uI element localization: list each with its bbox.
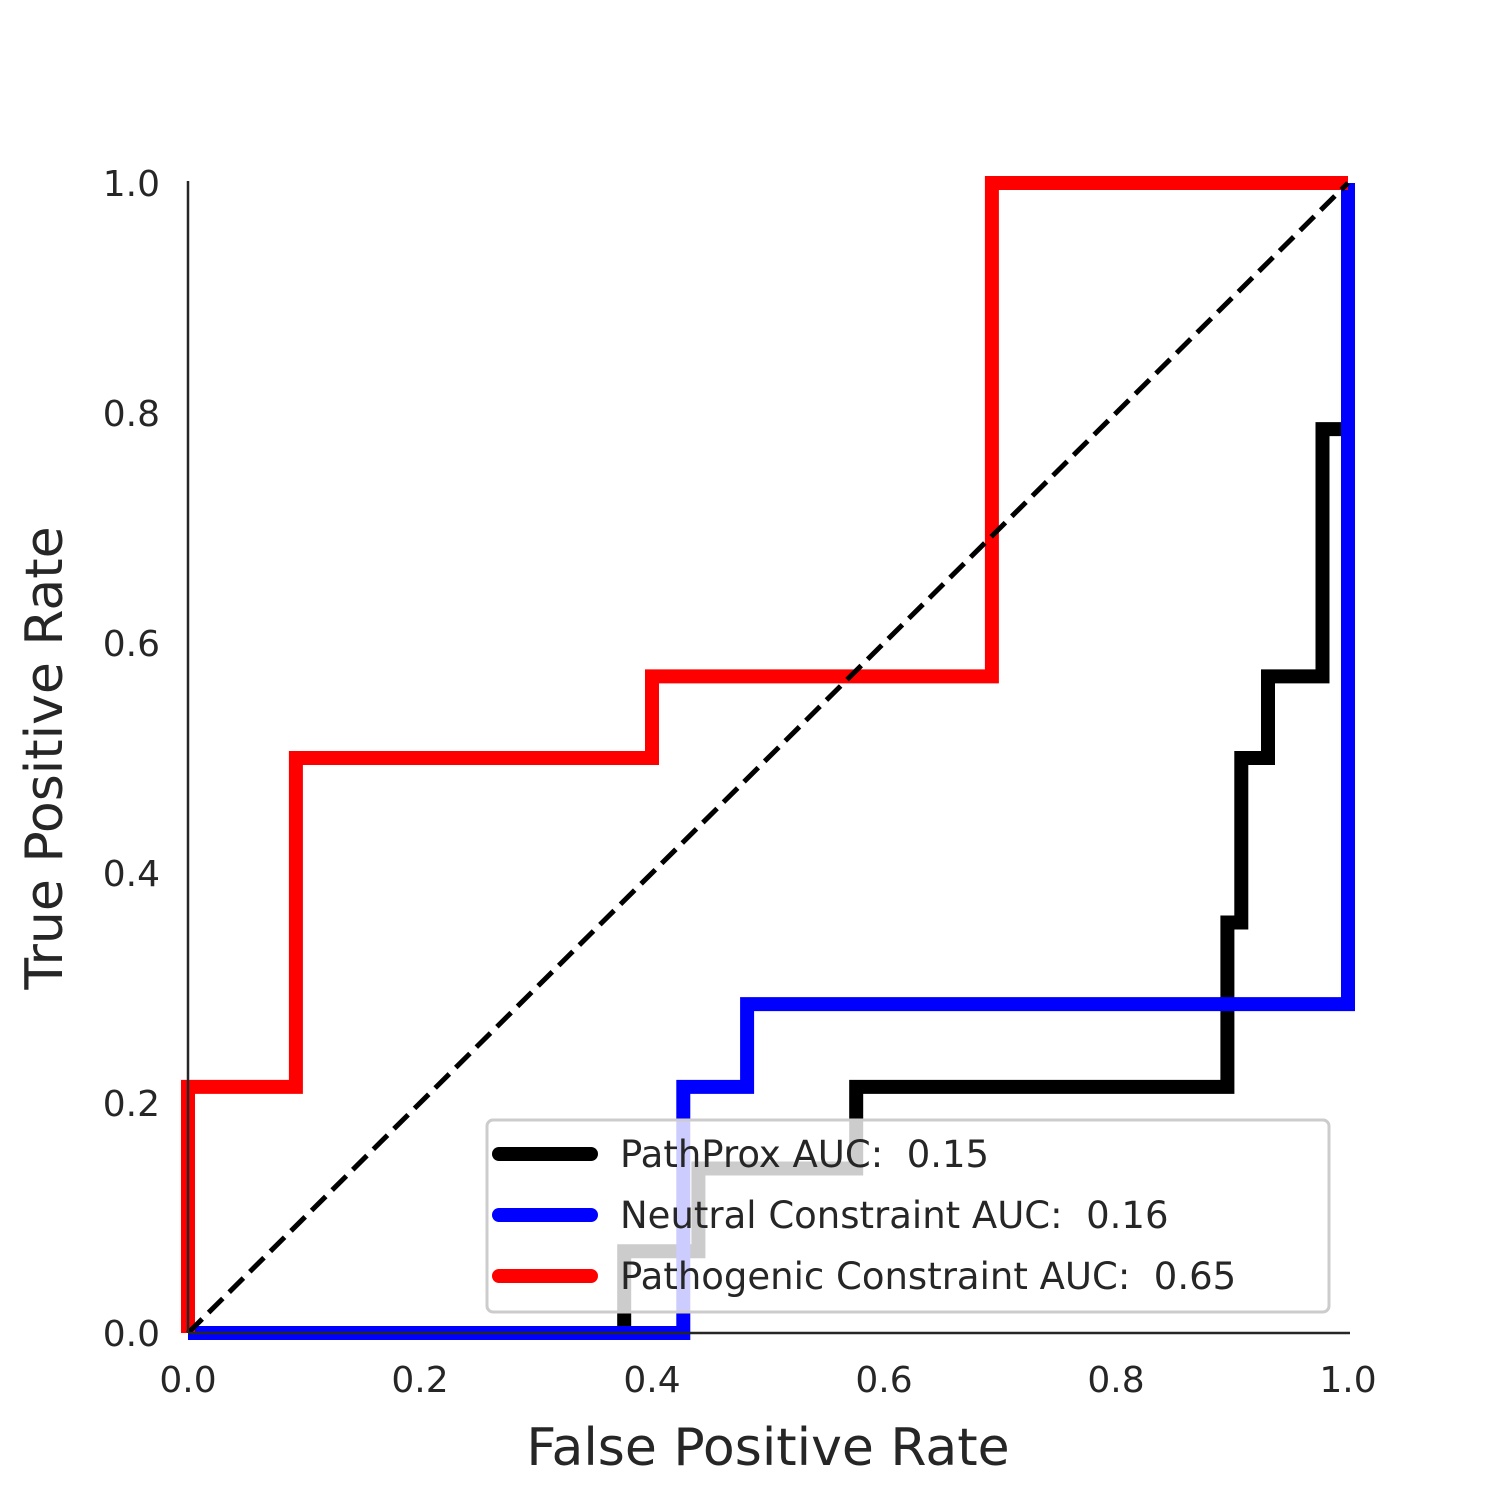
- x-tick-label: 0.8: [1087, 1360, 1144, 1401]
- legend-label-0: PathProx AUC: 0.15: [620, 1133, 989, 1176]
- y-tick-label: 1.0: [103, 164, 160, 205]
- x-tick-label: 0.0: [159, 1360, 216, 1401]
- legend-label-1: Neutral Constraint AUC: 0.16: [620, 1194, 1169, 1237]
- reference-diagonal-line: [186, 181, 1350, 1335]
- y-tick-label: 0.6: [103, 624, 160, 665]
- y-tick-label: 0.0: [103, 1314, 160, 1355]
- x-tick-label: 0.6: [855, 1360, 912, 1401]
- y-tick-label: 0.4: [103, 854, 160, 895]
- legend: PathProx AUC: 0.15 Neutral Constraint AUC…: [485, 1118, 1331, 1314]
- ticks-layer: 0.0 0.2 0.4 0.6 0.8 1.0 0.0 0.2 0.4 0.6 0.8 1.0: [103, 164, 1377, 1401]
- legend-frame: [485, 1118, 1331, 1314]
- x-tick-label: 1.0: [1319, 1360, 1376, 1401]
- legend-label-2: Pathogenic Constraint AUC: 0.65: [620, 1255, 1236, 1298]
- y-tick-label: 0.2: [103, 1084, 160, 1125]
- y-axis-title: True Positive Rate: [15, 526, 75, 990]
- x-axis-title: False Positive Rate: [526, 1418, 1009, 1478]
- x-tick-label: 0.4: [623, 1360, 680, 1401]
- y-tick-label: 0.8: [103, 394, 160, 435]
- series-line-2: [181, 176, 1348, 1333]
- x-tick-label: 0.2: [391, 1360, 448, 1401]
- axes-layer: [186, 181, 1350, 1335]
